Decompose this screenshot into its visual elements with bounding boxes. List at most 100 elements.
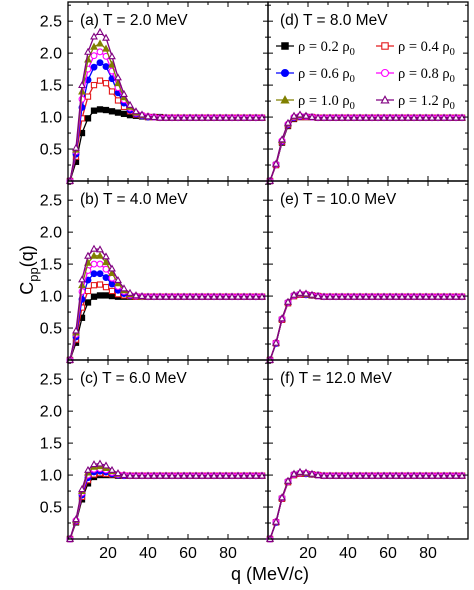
legend-label-main: ρ = 0.8 ρ	[398, 66, 450, 82]
data-point	[308, 112, 316, 121]
data-point	[446, 292, 454, 300]
data-point	[168, 113, 176, 121]
data-point	[278, 493, 286, 501]
data-point	[84, 465, 92, 473]
data-point	[168, 471, 176, 479]
data-point	[96, 245, 104, 253]
series-line	[69, 472, 262, 540]
data-point	[410, 292, 418, 300]
panel: (e) T = 10.0 MeV	[266, 180, 469, 364]
data-point	[446, 471, 454, 479]
data-point	[240, 292, 248, 300]
data-point	[362, 113, 370, 121]
data-point	[114, 73, 122, 81]
data-point	[120, 110, 128, 118]
legend-marker	[380, 68, 390, 78]
data-point	[332, 113, 340, 121]
data-point	[410, 471, 418, 479]
data-point	[108, 52, 116, 60]
data-point	[290, 469, 298, 477]
data-point	[90, 293, 98, 300]
y-tick-label: 0.5	[40, 321, 62, 338]
series-line	[269, 115, 462, 182]
legend-marker	[280, 95, 290, 104]
data-point	[302, 111, 310, 119]
data-point	[90, 32, 98, 40]
y-tick-label: 1.5	[40, 436, 62, 453]
data-point	[102, 63, 110, 71]
data-point	[96, 281, 104, 288]
data-point	[296, 110, 304, 118]
data-point	[114, 275, 122, 284]
data-point	[392, 471, 400, 479]
data-point	[90, 270, 98, 278]
data-point	[108, 465, 116, 473]
data-point	[252, 113, 260, 121]
data-point	[144, 292, 152, 300]
data-point	[404, 471, 412, 479]
panel: (a) T = 2.0 MeV	[66, 1, 269, 185]
data-point	[422, 113, 430, 121]
data-point	[368, 113, 376, 121]
legend-label: ρ = 1.0 ρ0	[298, 93, 355, 112]
y-axis-label-tail: (q)	[17, 245, 37, 267]
data-point	[386, 292, 394, 300]
series-line	[269, 471, 462, 540]
x-tick-label: 40	[139, 545, 157, 562]
series-line	[269, 294, 462, 361]
panel: (b) T = 4.0 MeV	[66, 180, 269, 364]
data-point	[138, 110, 146, 118]
series-line	[269, 113, 462, 182]
legend-label: ρ = 0.6 ρ0	[298, 66, 355, 85]
data-point	[120, 89, 128, 97]
data-point	[96, 48, 104, 56]
legend-label-subscript: 0	[450, 47, 455, 58]
y-tick-label: 0.5	[40, 500, 62, 517]
data-point	[308, 469, 316, 477]
data-point	[108, 287, 116, 295]
data-point	[192, 471, 200, 479]
data-point	[174, 471, 182, 479]
data-point	[138, 471, 146, 479]
data-point	[428, 113, 436, 121]
data-point	[422, 471, 430, 479]
data-point	[102, 33, 110, 41]
data-point	[302, 289, 310, 297]
data-point	[102, 274, 110, 281]
data-point	[174, 113, 182, 121]
data-point	[198, 471, 206, 479]
data-point	[180, 292, 188, 300]
legend-marker	[381, 42, 389, 50]
data-point	[72, 515, 80, 523]
data-point	[296, 288, 304, 296]
legend-label-subscript: 0	[350, 74, 355, 85]
series-line	[269, 116, 462, 182]
data-point	[102, 258, 110, 266]
data-point	[452, 471, 460, 479]
data-point	[240, 471, 248, 479]
data-point	[108, 108, 116, 115]
series-line	[269, 293, 462, 361]
x-tick-label: 20	[299, 545, 317, 562]
data-point	[192, 292, 200, 300]
data-point	[156, 292, 164, 300]
data-point	[428, 292, 436, 300]
data-point	[362, 471, 370, 479]
data-point	[332, 292, 340, 300]
data-point	[96, 251, 104, 259]
data-point	[216, 292, 224, 300]
data-point	[90, 42, 98, 50]
series-line	[69, 263, 262, 361]
y-axis-label: Cpp(q)	[17, 245, 41, 294]
data-point	[374, 113, 382, 121]
data-point	[228, 292, 236, 300]
data-point	[72, 326, 80, 334]
data-point	[132, 291, 140, 299]
data-point	[90, 251, 98, 259]
data-point	[326, 471, 334, 479]
legend-label-main: ρ = 0.6 ρ	[298, 66, 350, 82]
series-line	[69, 468, 262, 540]
data-point	[90, 244, 98, 252]
data-point	[84, 251, 92, 259]
data-point	[380, 113, 388, 121]
